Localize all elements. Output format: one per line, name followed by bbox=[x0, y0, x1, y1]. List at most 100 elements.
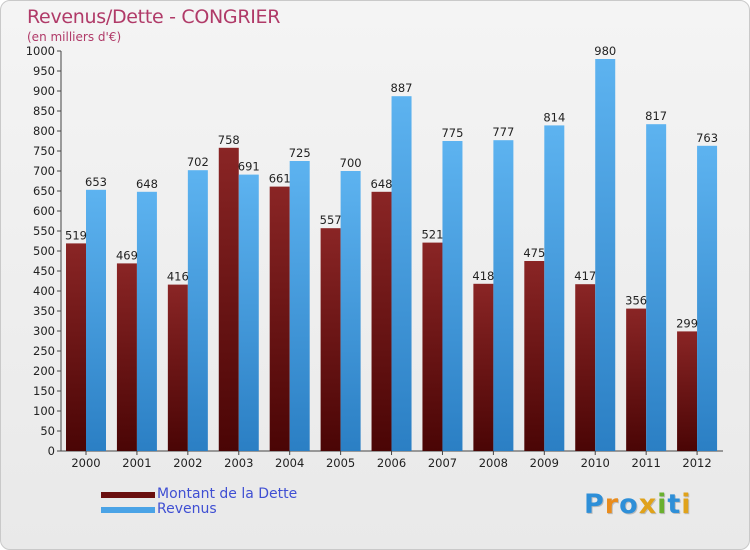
value-label-revenus-2002: 702 bbox=[187, 155, 209, 169]
y-tick-label: 0 bbox=[48, 444, 55, 458]
x-tick-label-2004: 2004 bbox=[275, 456, 304, 470]
value-label-dette-2012: 299 bbox=[676, 316, 698, 330]
value-label-revenus-2007: 775 bbox=[441, 126, 463, 140]
value-label-dette-2006: 648 bbox=[371, 177, 393, 191]
value-label-dette-2002: 416 bbox=[167, 270, 189, 284]
logo-letter-5: t bbox=[667, 489, 682, 520]
legend-label-revenus: Revenus bbox=[157, 501, 217, 517]
y-tick-label: 900 bbox=[33, 84, 55, 98]
value-label-revenus-2005: 700 bbox=[340, 156, 362, 170]
value-label-revenus-2009: 814 bbox=[543, 110, 565, 124]
bar-revenus-2001 bbox=[136, 191, 157, 452]
y-tick-label: 950 bbox=[33, 64, 55, 78]
y-tick-label: 200 bbox=[33, 364, 55, 378]
bar-revenus-2005 bbox=[340, 171, 361, 451]
x-tick-label-2012: 2012 bbox=[682, 456, 711, 470]
bar-revenus-2007 bbox=[442, 141, 463, 451]
y-tick-label: 850 bbox=[33, 104, 55, 118]
bar-dette-2000 bbox=[66, 243, 86, 451]
legend-swatch-dette bbox=[101, 491, 155, 498]
bar-revenus-2002 bbox=[187, 170, 208, 451]
y-tick-label: 150 bbox=[33, 384, 55, 398]
x-tick-label-2010: 2010 bbox=[581, 456, 610, 470]
bar-revenus-2008 bbox=[493, 140, 514, 451]
chart-value-labels: 519 653 469 648 416 702 758 691 661 725 557 700 648 8… bbox=[65, 44, 718, 330]
x-tick-label-2009: 2009 bbox=[530, 456, 559, 470]
y-tick-label: 800 bbox=[33, 124, 55, 138]
bar-dette-2009 bbox=[524, 261, 545, 451]
value-label-revenus-2004: 725 bbox=[289, 146, 311, 160]
value-label-revenus-2001: 648 bbox=[136, 177, 158, 191]
y-tick-label: 650 bbox=[33, 184, 55, 198]
bar-dette-2011 bbox=[626, 308, 647, 451]
y-tick-label: 700 bbox=[33, 164, 55, 178]
value-label-dette-2010: 417 bbox=[574, 269, 596, 283]
bar-dette-2007 bbox=[422, 242, 443, 451]
x-tick-label-2007: 2007 bbox=[428, 456, 457, 470]
value-label-revenus-2006: 887 bbox=[391, 81, 413, 95]
y-tick-label: 550 bbox=[33, 224, 55, 238]
bar-revenus-2011 bbox=[646, 124, 667, 451]
x-tick-label-2006: 2006 bbox=[377, 456, 406, 470]
x-tick-label-2005: 2005 bbox=[326, 456, 355, 470]
logo-letter-4: i bbox=[657, 489, 668, 520]
logo-letter-6: i bbox=[681, 489, 692, 520]
y-tick-label: 50 bbox=[40, 424, 55, 438]
legend-item-dette: Montant de la Dette bbox=[101, 487, 297, 502]
chart-title: Revenus/Dette - CONGRIER bbox=[27, 6, 281, 28]
legend-item-revenus: Revenus bbox=[101, 502, 297, 517]
logo-letter-1: r bbox=[604, 489, 620, 520]
value-label-revenus-2011: 817 bbox=[645, 109, 667, 123]
x-tick-label-2001: 2001 bbox=[122, 456, 151, 470]
bar-dette-2012 bbox=[677, 331, 698, 451]
value-label-dette-2003: 758 bbox=[218, 133, 240, 147]
bar-revenus-2010 bbox=[595, 59, 616, 451]
y-tick-label: 1000 bbox=[26, 44, 55, 58]
bar-revenus-2004 bbox=[289, 161, 310, 451]
y-tick-label: 250 bbox=[33, 344, 55, 358]
y-tick-label: 500 bbox=[33, 244, 55, 258]
bar-dette-2002 bbox=[167, 284, 188, 451]
bar-dette-2003 bbox=[218, 147, 239, 452]
bar-revenus-2003 bbox=[238, 174, 259, 451]
bar-dette-2010 bbox=[575, 284, 596, 451]
x-tick-label-2008: 2008 bbox=[479, 456, 508, 470]
y-tick-label: 450 bbox=[33, 264, 55, 278]
value-label-revenus-2012: 763 bbox=[696, 131, 718, 145]
proxiti-logo: Proxiti bbox=[584, 489, 692, 520]
bar-dette-2001 bbox=[116, 263, 137, 451]
logo-letter-0: P bbox=[584, 489, 605, 520]
bar-revenus-2006 bbox=[391, 96, 412, 451]
logo-letter-3: x bbox=[638, 489, 658, 520]
chart-legend: Montant de la Dette Revenus bbox=[101, 487, 297, 517]
bar-dette-2004 bbox=[269, 186, 290, 451]
chart-subtitle: (en milliers d'€) bbox=[27, 30, 122, 44]
legend-label-dette: Montant de la Dette bbox=[157, 486, 298, 502]
y-tick-label: 100 bbox=[33, 404, 55, 418]
value-label-dette-2011: 356 bbox=[625, 294, 647, 308]
value-label-dette-2009: 475 bbox=[523, 246, 545, 260]
x-tick-label-2003: 2003 bbox=[224, 456, 253, 470]
x-tick-label-2002: 2002 bbox=[173, 456, 202, 470]
legend-swatch-revenus bbox=[101, 506, 155, 513]
y-tick-label: 350 bbox=[33, 304, 55, 318]
bar-revenus-2009 bbox=[544, 125, 565, 452]
value-label-revenus-2003: 691 bbox=[238, 160, 260, 174]
y-tick-label: 300 bbox=[33, 324, 55, 338]
chart-bars bbox=[66, 59, 718, 452]
value-label-revenus-2000: 653 bbox=[85, 175, 107, 189]
value-label-revenus-2008: 777 bbox=[492, 125, 514, 139]
value-label-dette-2004: 661 bbox=[269, 172, 291, 186]
y-tick-label: 400 bbox=[33, 284, 55, 298]
bar-dette-2006 bbox=[371, 191, 392, 452]
value-label-dette-2005: 557 bbox=[320, 213, 342, 227]
bar-dette-2008 bbox=[473, 283, 494, 451]
y-tick-label: 750 bbox=[33, 144, 55, 158]
value-label-dette-2007: 521 bbox=[421, 228, 443, 242]
x-tick-label-2011: 2011 bbox=[632, 456, 661, 470]
value-label-revenus-2010: 980 bbox=[594, 44, 616, 58]
value-label-dette-2000: 519 bbox=[65, 228, 87, 242]
bar-revenus-2012 bbox=[697, 145, 718, 452]
